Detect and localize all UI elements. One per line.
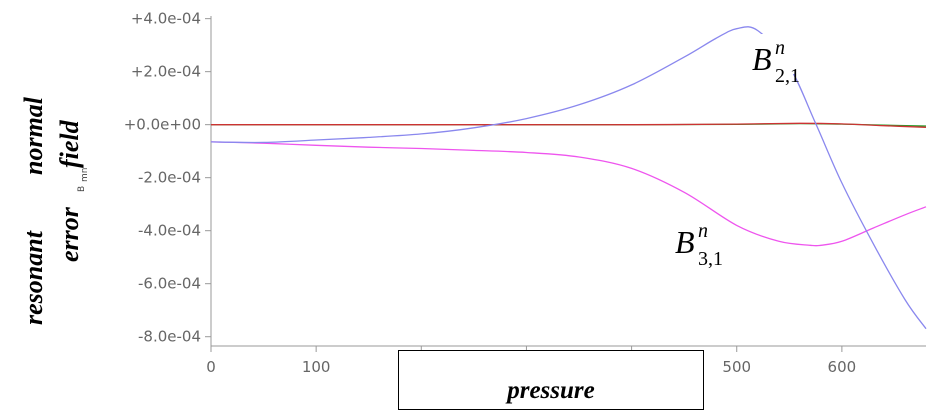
y-tick-label: +0.0e+00	[124, 116, 201, 134]
x-tick-label: 500	[722, 358, 751, 376]
series-layer	[210, 26, 927, 330]
y-axis-label: resonant normal error B mn field	[19, 96, 90, 325]
series-label-sub: 2,1	[775, 65, 800, 87]
y-axis-label-error: error	[55, 206, 84, 262]
series-line-0	[210, 26, 927, 330]
y-tick-label: -6.0e-04	[138, 275, 201, 293]
y-tick-label: +2.0e-04	[131, 63, 201, 81]
series-label-base: B	[675, 224, 695, 260]
y-tick-label: -8.0e-04	[138, 328, 201, 346]
series-line-1	[210, 141, 927, 247]
series-line-2	[211, 122, 927, 128]
y-tick-label: +4.0e-04	[131, 10, 201, 28]
y-tick-label: -4.0e-04	[138, 222, 201, 240]
y-axis-label-field: field	[55, 119, 84, 168]
x-tick-label: 0	[206, 358, 216, 376]
y-tick-label: -2.0e-04	[138, 169, 201, 187]
x-tick-label: 600	[828, 358, 857, 376]
x-tick-label: 100	[302, 358, 331, 376]
y-axis-label-line1b: normal	[19, 96, 48, 175]
series-label-sup: n	[775, 37, 785, 59]
axes: +4.0e-04 +2.0e-04 +0.0e+00 -2.0e-04 -4.0e-04…	[124, 10, 926, 376]
series-label-mask	[744, 34, 794, 74]
series-label-sub: 3,1	[698, 248, 723, 270]
x-axis-label: pressure	[507, 377, 595, 404]
y-axis-label-line1: resonant	[19, 230, 48, 325]
series-label-sup: n	[698, 220, 708, 242]
y-axis-label-sub: B	[77, 186, 87, 192]
y-axis-label-subsub: mn	[80, 168, 90, 182]
x-axis-label-box: pressure	[398, 350, 704, 410]
series-label-base: B	[752, 41, 772, 77]
